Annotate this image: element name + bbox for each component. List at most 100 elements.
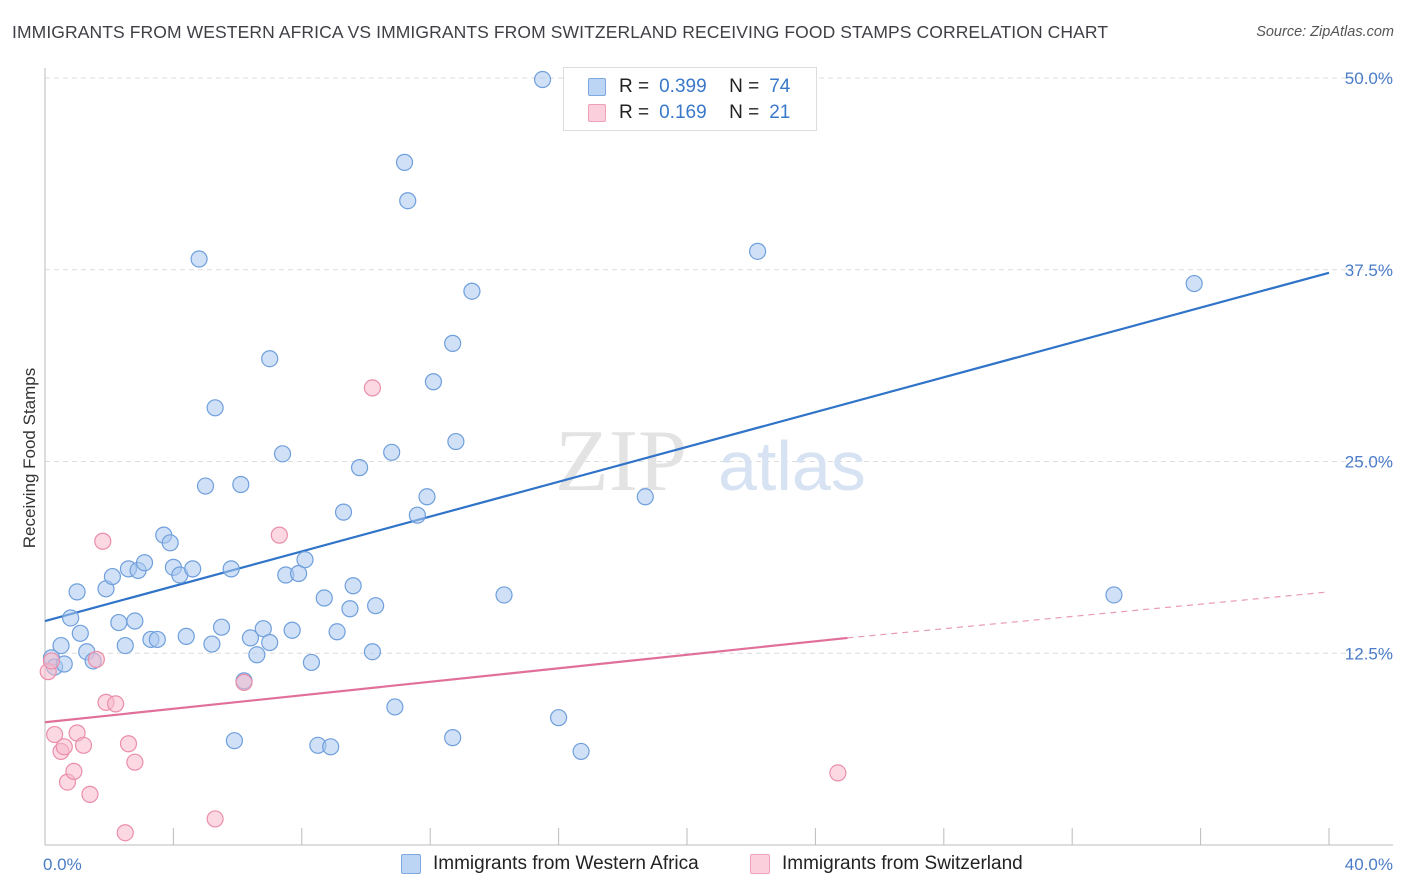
point-series-0 — [273, 445, 292, 463]
point-series-1 — [116, 824, 134, 842]
point-series-0 — [444, 334, 462, 352]
bottom-legend-swatch-blue — [401, 854, 421, 874]
point-series-0 — [367, 597, 385, 615]
trend-line-extension-1 — [847, 591, 1330, 639]
legend-r-label: R = — [619, 76, 650, 97]
point-series-0 — [636, 488, 654, 506]
y-tick-label: 37.5% — [1345, 261, 1393, 280]
point-series-0 — [328, 623, 346, 641]
point-series-0 — [203, 635, 221, 653]
x-tick-label-max: 40.0% — [1345, 855, 1393, 874]
data-points — [39, 70, 1203, 842]
point-series-0 — [161, 534, 179, 552]
point-series-1 — [65, 762, 83, 780]
point-series-1 — [235, 673, 253, 691]
point-series-0 — [549, 709, 568, 727]
point-series-0 — [261, 633, 279, 652]
point-series-0 — [62, 609, 80, 627]
legend-swatch-blue — [588, 78, 606, 96]
chart-title: IMMIGRANTS FROM WESTERN AFRICA VS IMMIGR… — [12, 22, 1109, 42]
point-series-0 — [424, 373, 443, 391]
x-ticks — [172, 828, 1330, 845]
point-series-1 — [829, 764, 847, 782]
watermark-zip: ZIP — [555, 413, 687, 510]
bottom-legend-swatch-pink — [750, 854, 770, 874]
bottom-legend-label: Immigrants from Switzerland — [782, 853, 1023, 874]
point-series-1 — [42, 652, 61, 670]
legend-n-label: N = — [729, 76, 760, 97]
x-tick-label-min: 0.0% — [43, 855, 82, 874]
trend-lines — [44, 271, 1330, 724]
point-series-0 — [533, 70, 552, 89]
bottom-legend-western-africa: Immigrants from Western Africa — [401, 851, 699, 877]
axes — [44, 68, 1393, 846]
trend-line-0 — [44, 271, 1330, 623]
point-series-0 — [363, 643, 382, 661]
legend-r-label: R = — [619, 102, 650, 123]
legend-n-label: N = — [729, 102, 760, 123]
bottom-legend-switzerland: Immigrants from Switzerland — [750, 851, 1023, 877]
point-series-0 — [254, 620, 272, 638]
point-series-0 — [225, 732, 243, 750]
point-series-0 — [126, 612, 144, 630]
point-series-1 — [55, 738, 73, 756]
legend-n-value: 74 — [769, 76, 791, 97]
point-series-0 — [495, 586, 513, 604]
point-series-0 — [1105, 586, 1123, 604]
point-series-1 — [81, 785, 99, 803]
y-tick-labels: 12.5% 25.0% 37.5% 50.0% — [1345, 69, 1393, 663]
point-series-0 — [350, 459, 369, 477]
point-series-1 — [46, 725, 64, 744]
correlation-legend: R = 0.399 N = 74 R = 0.169 N = 21 — [563, 67, 817, 131]
point-series-0 — [103, 567, 122, 586]
legend-row-switzerland: R = 0.169 N = 21 — [588, 101, 790, 125]
legend-n-value: 21 — [769, 102, 791, 123]
point-series-0 — [148, 630, 166, 649]
point-series-0 — [222, 560, 240, 578]
point-series-0 — [463, 282, 481, 300]
point-series-1 — [126, 753, 144, 771]
point-series-1 — [94, 532, 112, 550]
legend-row-western-africa: R = 0.399 N = 74 — [588, 75, 790, 99]
point-series-0 — [572, 742, 590, 761]
point-series-0 — [289, 564, 308, 583]
point-series-0 — [241, 629, 260, 647]
legend-r-value: 0.399 — [659, 76, 707, 97]
legend-swatch-pink — [588, 104, 606, 122]
point-series-0 — [296, 551, 314, 569]
point-series-1 — [363, 379, 382, 397]
point-series-0 — [206, 399, 224, 417]
point-series-0 — [232, 475, 250, 494]
y-tick-label: 50.0% — [1345, 69, 1393, 88]
point-series-0 — [1185, 274, 1203, 293]
point-series-1 — [74, 736, 93, 754]
point-series-1 — [107, 695, 125, 713]
point-series-0 — [261, 350, 279, 368]
source-label: Source: ZipAtlas.com — [1256, 24, 1394, 40]
point-series-0 — [341, 600, 359, 618]
point-series-0 — [177, 627, 195, 645]
point-series-0 — [184, 560, 202, 578]
point-series-0 — [302, 653, 321, 672]
point-series-1 — [87, 650, 105, 668]
legend-r-value: 0.169 — [659, 102, 707, 123]
point-series-0 — [418, 488, 436, 506]
point-series-0 — [408, 506, 426, 524]
point-series-1 — [270, 526, 288, 544]
watermark-atlas: atlas — [718, 427, 866, 505]
point-series-0 — [52, 636, 70, 655]
point-series-0 — [334, 503, 353, 521]
point-series-0 — [386, 698, 404, 716]
point-series-0 — [110, 613, 128, 632]
y-axis-title: Receiving Food Stamps — [20, 368, 39, 548]
point-series-0 — [190, 250, 208, 268]
point-series-0 — [395, 153, 414, 171]
point-series-0 — [196, 477, 215, 495]
point-series-0 — [248, 646, 266, 664]
trend-line-1 — [44, 636, 848, 724]
point-series-0 — [322, 738, 340, 756]
point-series-0 — [749, 242, 767, 260]
y-tick-label: 12.5% — [1345, 644, 1393, 663]
bottom-legend-label: Immigrants from Western Africa — [433, 853, 699, 874]
